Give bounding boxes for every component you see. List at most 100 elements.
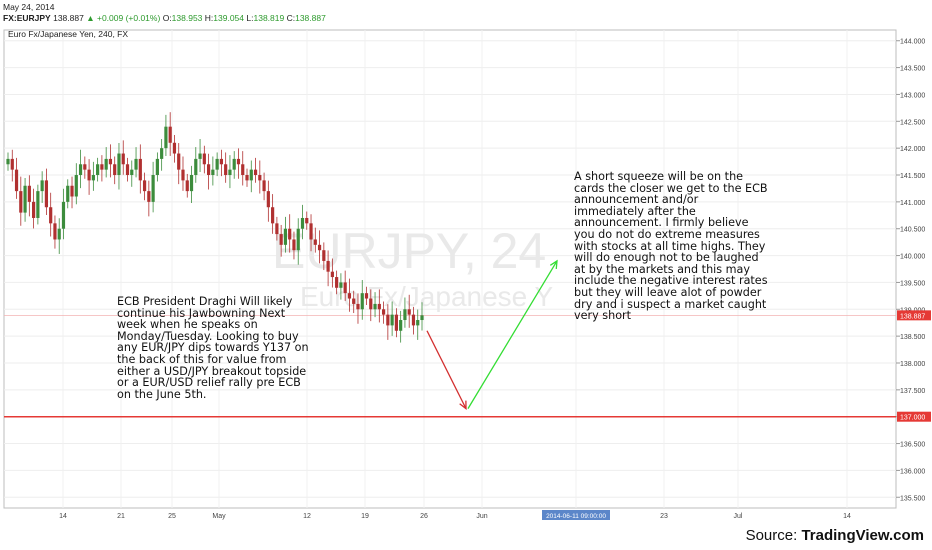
x-tick-label: Jul: [734, 513, 743, 520]
candle-body: [40, 180, 44, 192]
source-credit: Source: TradingView.com: [745, 527, 924, 544]
candle-body: [198, 153, 202, 159]
candle-body: [121, 153, 125, 165]
candle-body: [232, 158, 236, 170]
chart-grid: [3, 29, 897, 509]
candle-body: [138, 158, 142, 181]
candle-body: [206, 164, 211, 176]
candle-body: [271, 207, 275, 224]
y-tick-label: 140.500: [900, 227, 925, 234]
x-tick-label: 23: [660, 513, 668, 520]
candle-body: [279, 234, 283, 245]
candle-body: [249, 169, 253, 181]
candle-body: [194, 158, 198, 176]
candle-body: [373, 303, 377, 310]
y-tick-label: 142.500: [900, 119, 925, 126]
x-tick-label: 19: [361, 513, 369, 520]
y-tick-label: 136.500: [900, 442, 925, 449]
projection-arrow-head: [549, 259, 558, 269]
candle-body: [61, 201, 66, 229]
candle-body: [241, 164, 245, 176]
instrument-title: Euro Fx/Japanese Yen, 240, FX: [8, 29, 128, 39]
candle-body: [14, 169, 19, 192]
candle-body: [292, 239, 296, 251]
candle-body: [147, 191, 151, 202]
candle-body: [364, 293, 369, 299]
candle-body: [317, 244, 322, 251]
candle-body: [164, 126, 168, 149]
candle-body: [420, 315, 424, 321]
candle-body: [356, 303, 360, 310]
candle-body: [125, 164, 130, 176]
candle-body: [44, 180, 49, 208]
candle-body: [403, 309, 407, 321]
candle-body: [309, 223, 313, 240]
price-label: 138.887: [900, 313, 925, 320]
candle-body: [160, 148, 164, 159]
y-tick-label: 138.500: [900, 334, 925, 341]
candle-body: [53, 223, 57, 240]
candle-body: [330, 271, 334, 278]
close-label: C:: [286, 13, 296, 23]
candle-body: [177, 153, 181, 170]
y-tick-label: 144.000: [900, 39, 925, 46]
x-tick-label: 12: [303, 513, 311, 520]
candle-body: [36, 191, 40, 218]
low-value: 138.819: [253, 13, 285, 23]
projection-arrows: [426, 259, 558, 410]
candle-body: [381, 309, 386, 315]
candle-body: [91, 175, 95, 181]
y-tick-label: 141.000: [900, 200, 925, 207]
projection-arrow-line: [426, 330, 467, 409]
candle-body: [253, 169, 258, 176]
candle-body: [224, 164, 228, 176]
candle-body: [266, 191, 270, 208]
candle-body: [275, 223, 279, 235]
y-tick-label: 139.500: [900, 280, 925, 287]
candle-body: [411, 314, 416, 326]
y-tick-label: 141.500: [900, 173, 925, 180]
candle-body: [335, 277, 339, 288]
horizontal-levels: [4, 314, 896, 418]
y-tick-label: 137.500: [900, 388, 925, 395]
candle-body: [352, 298, 356, 304]
candle-body: [66, 185, 70, 202]
candle-body: [305, 217, 309, 224]
open-label: O:: [162, 13, 172, 23]
candle-body: [96, 164, 100, 176]
last-price: 138.887: [53, 13, 84, 23]
low-label: L:: [246, 13, 254, 23]
x-tick-label: May: [212, 513, 226, 520]
y-tick-label: 143.500: [900, 66, 925, 73]
candle-body: [245, 175, 249, 181]
candle-body: [181, 169, 185, 181]
price-label-bg: [897, 411, 931, 422]
projection-arrow-line: [467, 260, 558, 409]
candle-body: [104, 158, 108, 170]
candle-body: [339, 282, 343, 288]
high-value: 139.054: [213, 13, 245, 23]
candle-body: [6, 158, 10, 165]
y-tick-label: 135.500: [900, 495, 925, 502]
candle-body: [172, 142, 177, 154]
candle-body: [377, 303, 381, 310]
candle-body: [288, 228, 292, 240]
open-value: 138.953: [171, 13, 203, 23]
candle-body: [70, 185, 74, 197]
x-tick-label: 21: [117, 513, 125, 520]
y-tick-label: 140.000: [900, 254, 925, 261]
projection-arrow-head: [459, 400, 467, 410]
candle-body: [130, 169, 134, 176]
candle-body: [386, 314, 390, 326]
left-annotation: ECB President Draghi Will likely continu…: [117, 295, 309, 401]
candle-body: [236, 158, 241, 165]
candle-body: [108, 158, 113, 165]
candle-body: [23, 185, 27, 213]
right-annotation: A short squeeze will be on the cards the…: [574, 170, 768, 323]
candle-body: [258, 175, 262, 181]
candle-body: [134, 158, 138, 170]
x-tick-label: 14: [59, 513, 67, 520]
x-tick-label: Jun: [476, 513, 487, 520]
symbol-quote-line: FX:EURJPY 138.887 ▲ +0.009 (+0.01%) O:13…: [3, 13, 326, 23]
